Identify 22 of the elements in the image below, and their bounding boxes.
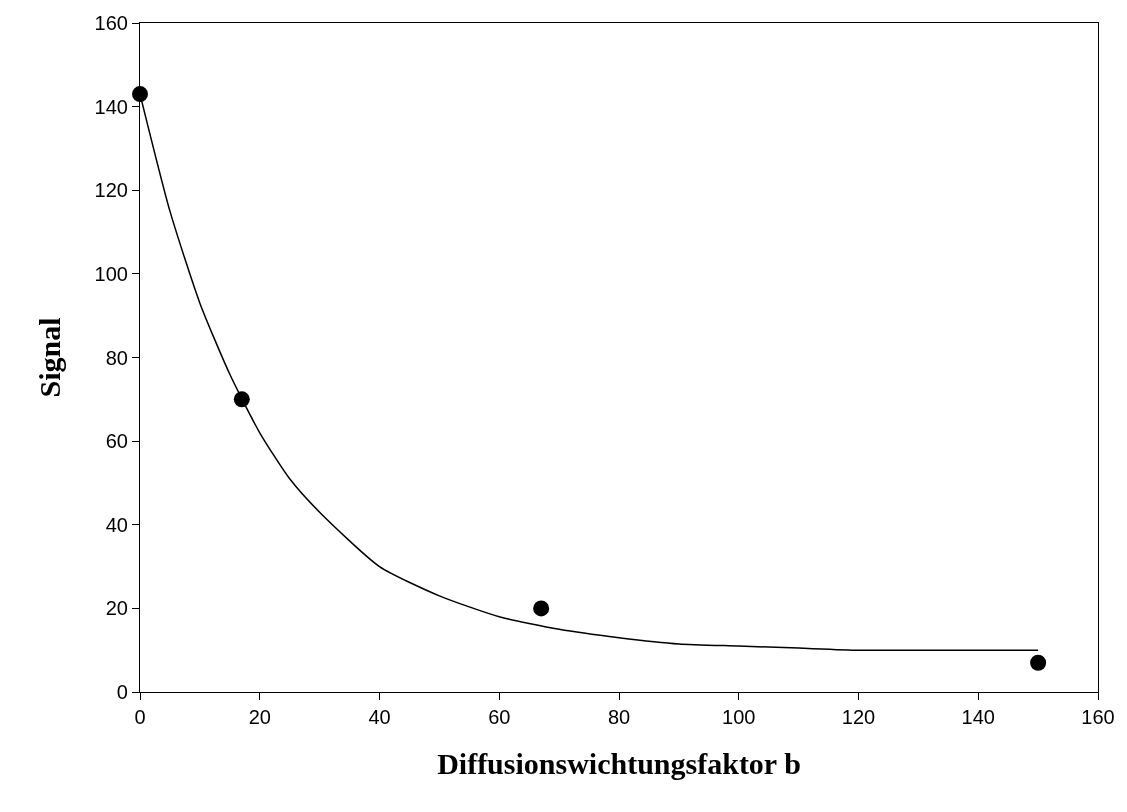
x-tick-label: 80 — [607, 706, 631, 729]
point — [533, 600, 550, 617]
x-tick-label: 0 — [134, 706, 146, 729]
x-tick-label: 100 — [722, 706, 756, 729]
y-tick-label: 20 — [105, 597, 128, 620]
y-tick-label: 100 — [94, 262, 128, 285]
x-axis-title: Diffusionswichtungsfaktor b — [437, 746, 801, 780]
x-tick-label: 140 — [961, 706, 995, 729]
y-tick-label: 160 — [94, 12, 128, 34]
x-tick-label: 60 — [488, 706, 511, 729]
x-tick-label: 40 — [368, 706, 391, 729]
y-tick-label: 140 — [94, 95, 128, 118]
x-tick-label: 120 — [841, 706, 876, 729]
y-tick-label: 80 — [105, 346, 128, 369]
y-tick-label: 40 — [105, 513, 128, 536]
point — [1030, 654, 1047, 671]
y-tick-label: 120 — [94, 179, 128, 202]
y-tick-label: 0 — [116, 681, 128, 703]
x-tick-label: 20 — [248, 706, 271, 729]
y-tick-label: 60 — [105, 430, 128, 453]
x-tick-label: 160 — [1081, 706, 1115, 729]
y-axis-title: Signal — [32, 317, 66, 398]
